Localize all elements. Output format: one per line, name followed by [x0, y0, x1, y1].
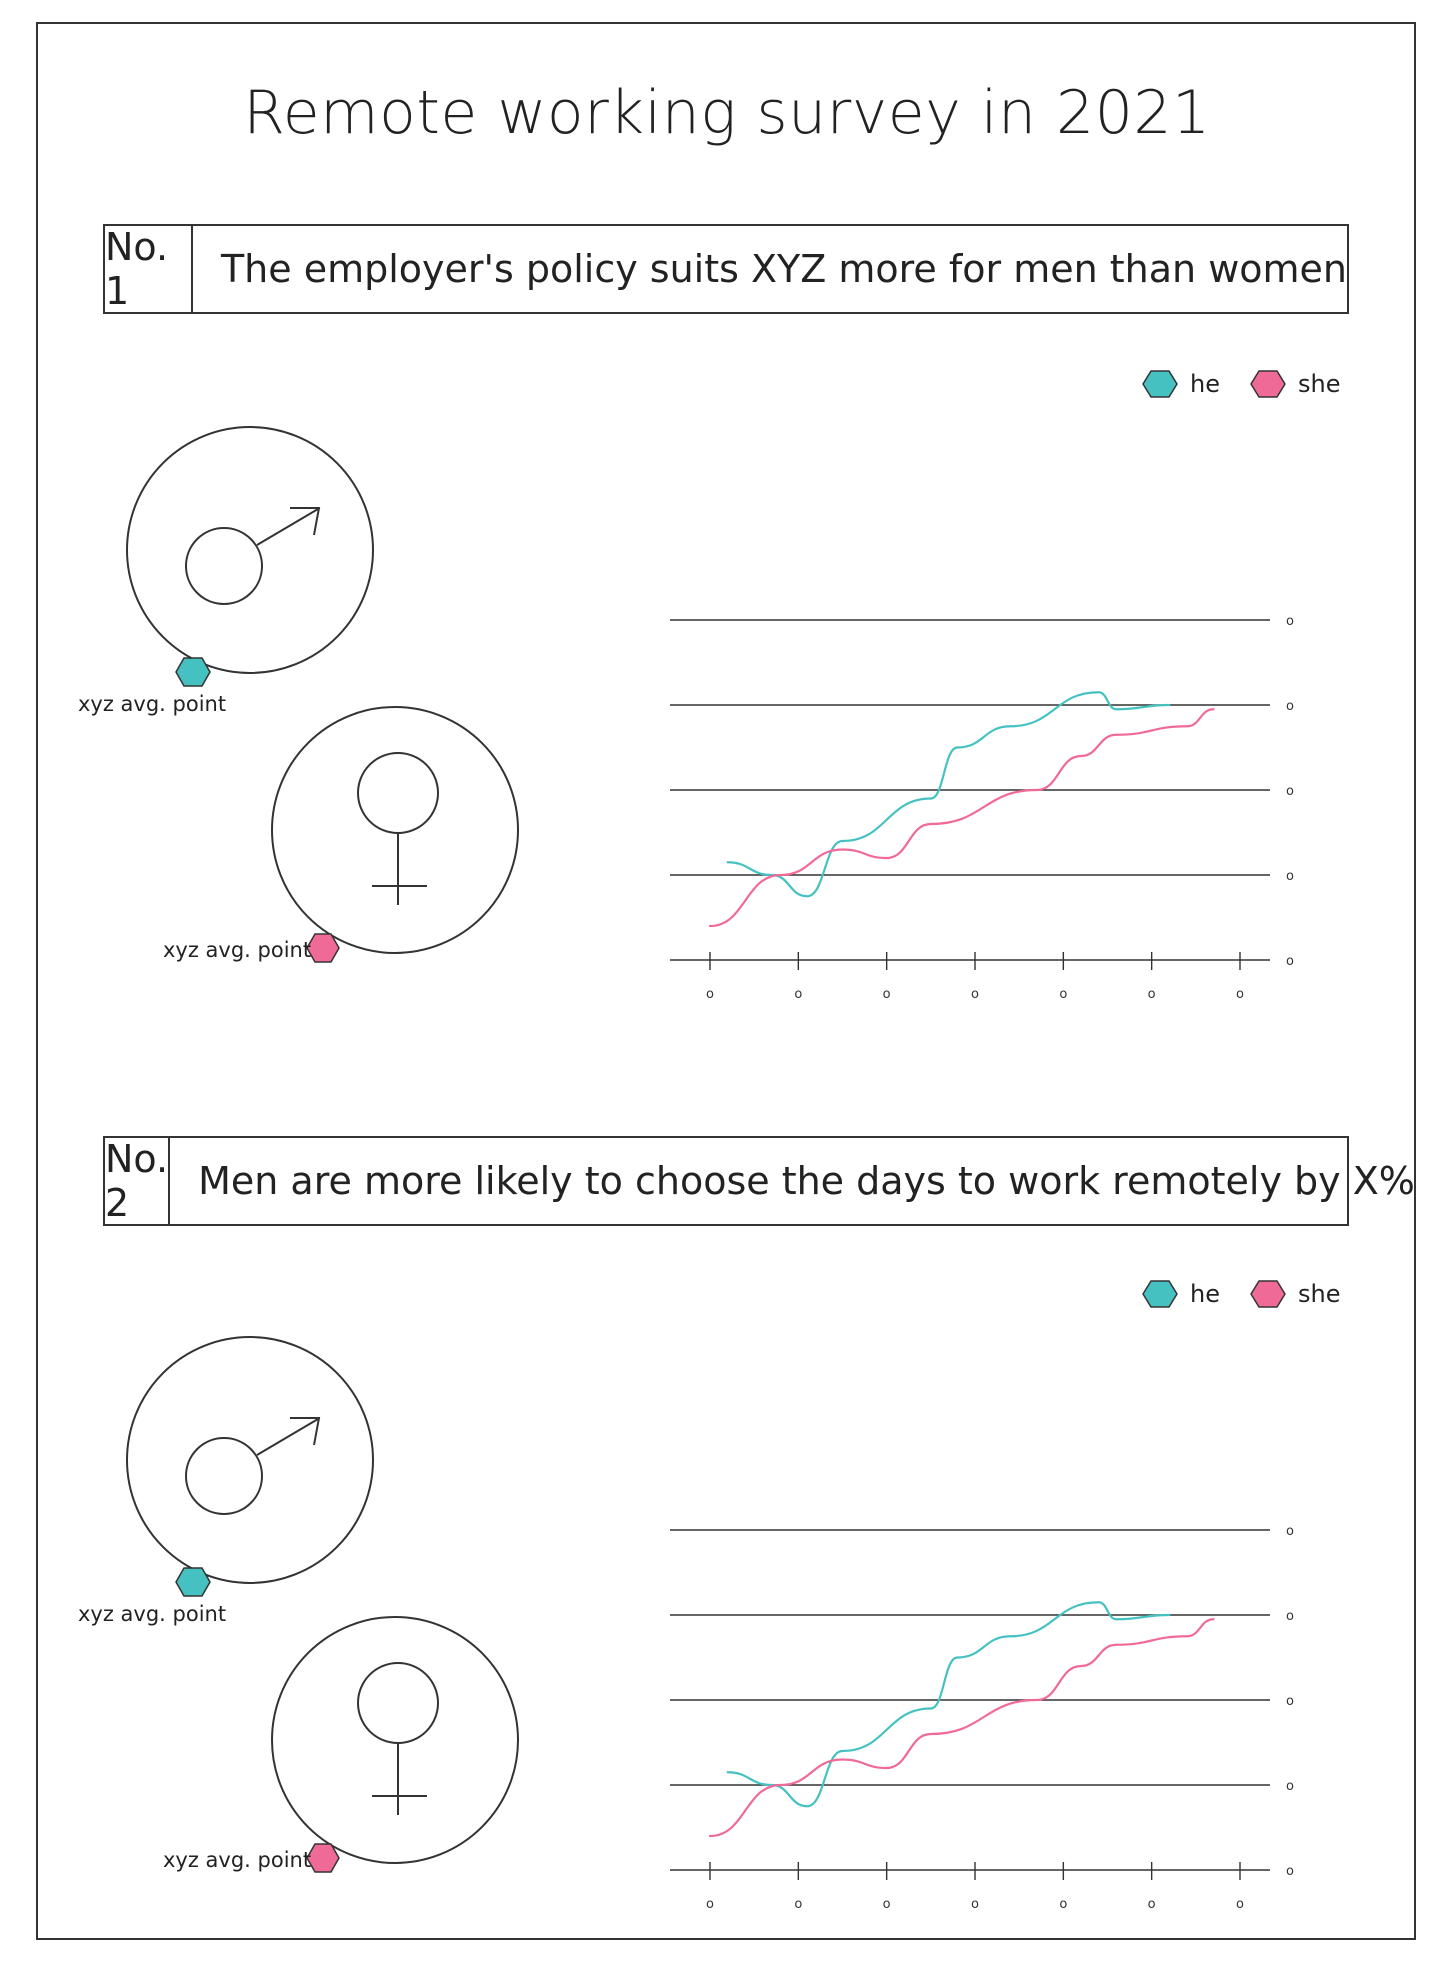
male-avg-label: xyz avg. point: [78, 1602, 227, 1626]
series-line-she: [708, 1618, 1215, 1838]
hexagon-icon: [1142, 370, 1178, 398]
section-header-1: No. 1 The employer's policy suits XYZ mo…: [103, 224, 1349, 314]
x-tick-label: o: [883, 1897, 891, 1912]
section-header-2: No. 2 Men are more likely to choose the …: [103, 1136, 1415, 1226]
x-tick-label: o: [971, 1897, 979, 1912]
y-tick-label: o: [1286, 1864, 1294, 1879]
y-tick-label: o: [1286, 954, 1294, 969]
page-title: Remote working survey in 2021: [243, 78, 1211, 148]
x-tick-label: o: [1236, 1897, 1244, 1912]
section-number: No. 1: [105, 225, 193, 313]
x-tick-label: o: [1236, 987, 1244, 1002]
y-tick-label: o: [1286, 1694, 1294, 1709]
legend-label-he: he: [1190, 1280, 1220, 1308]
x-tick-label: o: [883, 987, 891, 1002]
y-tick-label: o: [1286, 1609, 1294, 1624]
chart-legend-1: he she: [1112, 364, 1340, 404]
hexagon-icon: [1142, 1280, 1178, 1308]
legend-label-he: he: [1190, 370, 1220, 398]
x-tick-label: o: [1059, 987, 1067, 1002]
female-avg-label: xyz avg. point: [163, 938, 312, 962]
male-symbol-icon: [126, 426, 374, 687]
y-tick-label: o: [1286, 699, 1294, 714]
section-number: No. 2: [105, 1137, 171, 1225]
line-chart-2: o o o o o o o o o o o o: [670, 1524, 1294, 1912]
section-heading: The employer's policy suits XYZ more for…: [220, 247, 1347, 291]
y-tick-label: o: [1286, 614, 1294, 629]
hexagon-icon: [1250, 1280, 1286, 1308]
chart-legend-2: he she: [1112, 1274, 1340, 1314]
series-line-he: [726, 1601, 1171, 1808]
female-avg-label: xyz avg. point: [163, 1848, 312, 1872]
female-symbol-icon: [271, 1616, 519, 1873]
x-tick-label: o: [1148, 987, 1156, 1002]
legend-item-she: she: [1250, 1279, 1340, 1309]
section-heading: Men are more likely to choose the days t…: [198, 1159, 1415, 1203]
y-tick-label: o: [1286, 1524, 1294, 1539]
y-tick-label: o: [1286, 784, 1294, 799]
legend-item-he: he: [1142, 1279, 1220, 1309]
female-symbol-icon: [271, 706, 519, 963]
y-tick-label: o: [1286, 869, 1294, 884]
x-tick-label: o: [706, 987, 714, 1002]
line-chart-1: o o o o o o o o o o o o: [670, 614, 1294, 1002]
x-tick-label: o: [706, 1897, 714, 1912]
legend-label-she: she: [1297, 1280, 1341, 1308]
x-tick-label: o: [794, 1897, 802, 1912]
page-frame: [36, 22, 1416, 1940]
x-tick-label: o: [1148, 1897, 1156, 1912]
male-avg-label: xyz avg. point: [78, 692, 227, 716]
legend-item-he: he: [1142, 369, 1220, 399]
x-tick-label: o: [794, 987, 802, 1002]
legend-item-she: she: [1250, 369, 1340, 399]
x-tick-label: o: [1059, 1897, 1067, 1912]
hexagon-icon: [1250, 370, 1286, 398]
legend-label-she: she: [1297, 370, 1341, 398]
series-line-she: [708, 708, 1215, 928]
x-tick-label: o: [971, 987, 979, 1002]
series-line-he: [726, 691, 1171, 898]
y-tick-label: o: [1286, 1779, 1294, 1794]
male-symbol-icon: [126, 1336, 374, 1597]
